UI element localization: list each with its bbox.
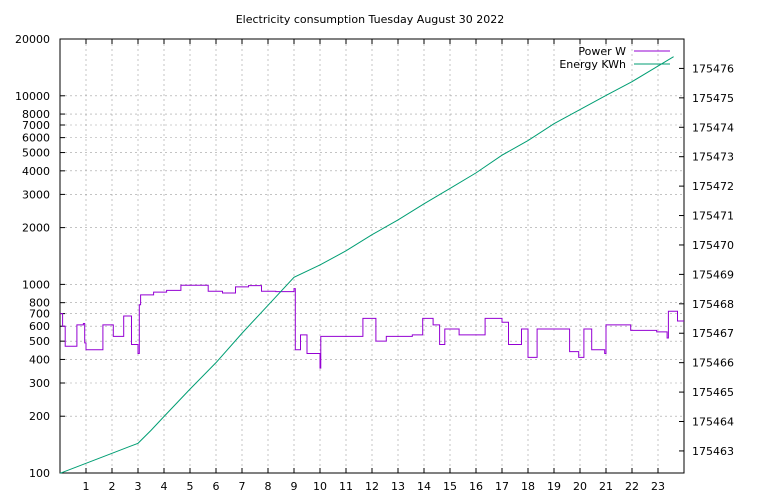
y-left-tick-label: 1000 <box>22 278 50 291</box>
x-tick-label: 5 <box>187 480 194 493</box>
x-tick-label: 9 <box>291 480 298 493</box>
y-left-tick-label: 20000 <box>15 33 50 46</box>
x-tick-label: 3 <box>135 480 142 493</box>
x-tick-label: 16 <box>469 480 483 493</box>
y-right-tick-label: 175465 <box>692 386 734 399</box>
legend-label-energy: Energy KWh <box>559 58 626 71</box>
x-tick-label: 20 <box>573 480 587 493</box>
y-left-tick-label: 300 <box>29 377 50 390</box>
x-tick-label: 11 <box>339 480 353 493</box>
y-left-tick-label: 200 <box>29 410 50 423</box>
y-left-tick-label: 6000 <box>22 132 50 145</box>
y-right-tick-label: 175467 <box>692 327 734 340</box>
y-right-tick-label: 175470 <box>692 239 734 252</box>
x-tick-label: 23 <box>651 480 665 493</box>
y-right-tick-label: 175473 <box>692 151 734 164</box>
y-right-tick-label: 175468 <box>692 298 734 311</box>
chart-title: Electricity consumption Tuesday August 3… <box>236 13 505 26</box>
y-right-tick-label: 175471 <box>692 210 734 223</box>
x-tick-label: 1 <box>83 480 90 493</box>
x-tick-label: 18 <box>521 480 535 493</box>
y-left-tick-label: 100 <box>29 467 50 480</box>
y-left-tick-label: 3000 <box>22 188 50 201</box>
y-left-tick-label: 8000 <box>22 108 50 121</box>
x-tick-label: 7 <box>239 480 246 493</box>
y-right-tick-label: 175469 <box>692 268 734 281</box>
x-tick-label: 15 <box>443 480 457 493</box>
y-right-tick-label: 175463 <box>692 445 734 458</box>
y-left-tick-label: 400 <box>29 353 50 366</box>
x-tick-label: 14 <box>417 480 431 493</box>
x-tick-label: 2 <box>109 480 116 493</box>
energy-series-line <box>59 56 674 474</box>
y-left-tick-label: 10000 <box>15 90 50 103</box>
x-tick-label: 8 <box>265 480 272 493</box>
x-tick-label: 21 <box>599 480 613 493</box>
x-tick-label: 19 <box>547 480 561 493</box>
y-left-tick-label: 7000 <box>22 119 50 132</box>
grid <box>60 39 684 473</box>
x-tick-label: 17 <box>495 480 509 493</box>
y-right-tick-label: 175475 <box>692 92 734 105</box>
axis-ticks: 1 2 3 4 5 6 7 8 9 10 11 12 13 14 15 16 17 18 19 20 21 22 23100… <box>15 33 734 493</box>
y-right-tick-label: 175466 <box>692 357 734 370</box>
x-tick-label: 12 <box>365 480 379 493</box>
y-left-tick-label: 500 <box>29 335 50 348</box>
y-left-tick-label: 800 <box>29 297 50 310</box>
y-right-tick-label: 175474 <box>692 121 734 134</box>
legend-label-power: Power W <box>578 45 626 58</box>
y-right-tick-label: 175472 <box>692 180 734 193</box>
y-left-tick-label: 4000 <box>22 165 50 178</box>
power-series-line <box>60 284 684 369</box>
x-tick-label: 6 <box>213 480 220 493</box>
y-right-tick-label: 175476 <box>692 62 734 75</box>
legend: Power W Energy KWh <box>559 45 670 71</box>
y-left-tick-label: 600 <box>29 320 50 333</box>
x-tick-label: 4 <box>161 480 168 493</box>
x-tick-label: 22 <box>625 480 639 493</box>
y-right-tick-label: 175464 <box>692 416 734 429</box>
y-left-tick-label: 700 <box>29 308 50 321</box>
x-tick-label: 10 <box>313 480 327 493</box>
x-tick-label: 13 <box>391 480 405 493</box>
series-layer <box>59 56 684 474</box>
y-left-tick-label: 2000 <box>22 222 50 235</box>
y-left-tick-label: 5000 <box>22 147 50 160</box>
